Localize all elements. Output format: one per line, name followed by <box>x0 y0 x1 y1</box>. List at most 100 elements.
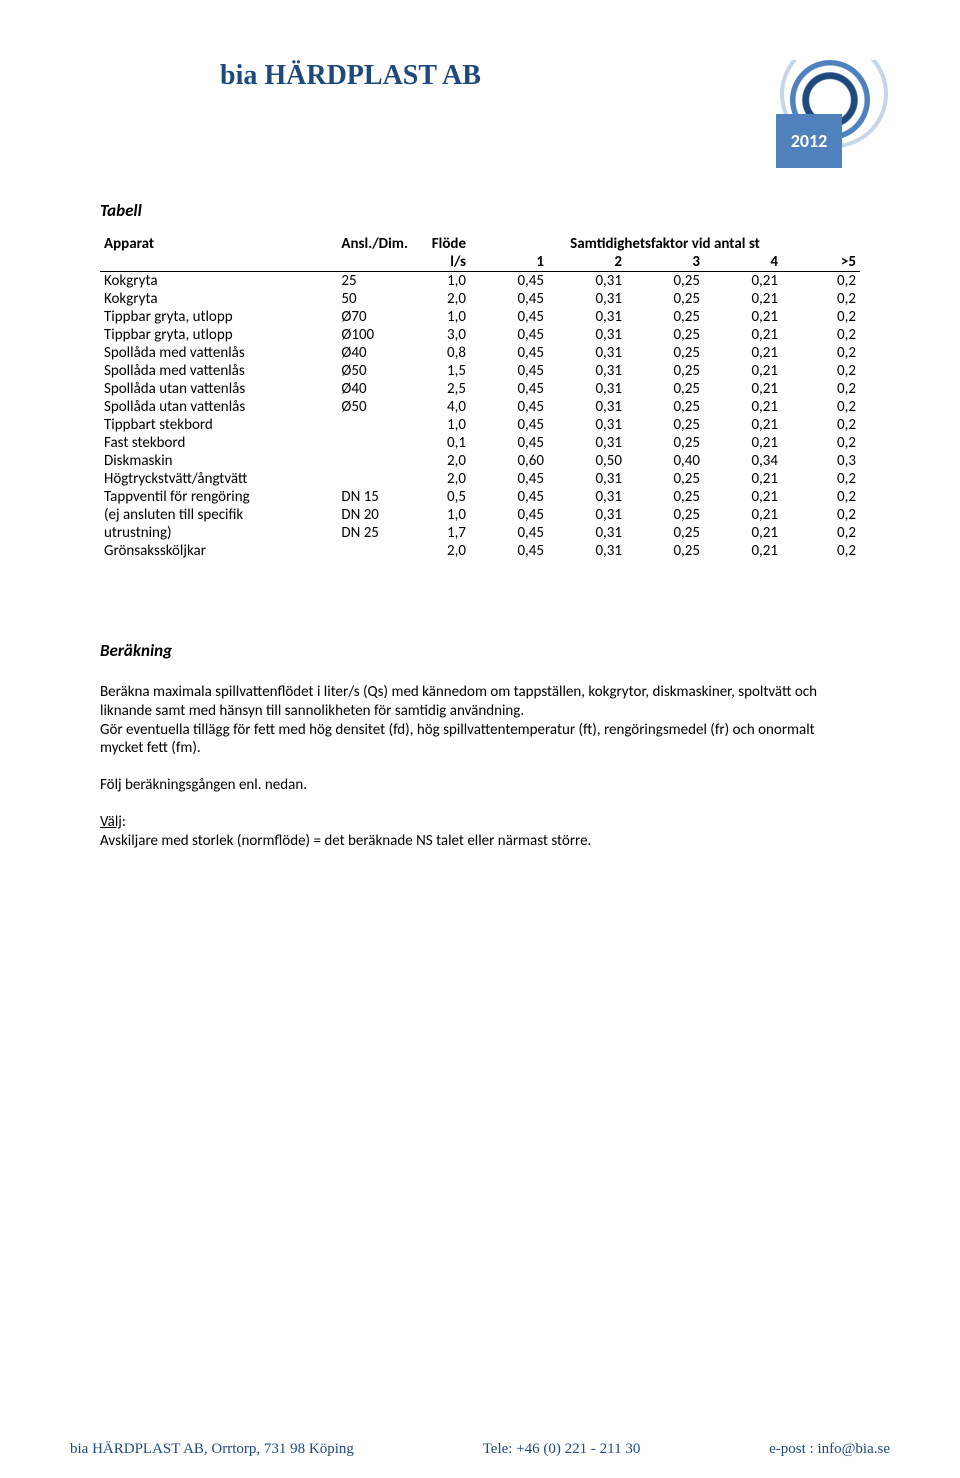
cell-factor: 0,2 <box>782 506 860 524</box>
cell-factor: 0,25 <box>626 362 704 380</box>
cell-factor: 0,45 <box>470 362 548 380</box>
cell-flow: 2,0 <box>412 542 470 560</box>
cell-factor: 0,40 <box>626 452 704 470</box>
cell-apparat: Grönsakssköljkar <box>100 542 337 560</box>
cell-factor: 0,31 <box>548 272 626 291</box>
cell-factor: 0,45 <box>470 326 548 344</box>
cell-flow: 2,0 <box>412 470 470 488</box>
table-head-row-1: Apparat Ansl./Dim. Flöde Samtidighetsfak… <box>100 235 860 253</box>
cell-factor: 0,25 <box>626 524 704 542</box>
cell-flow: 0,1 <box>412 434 470 452</box>
table-row: (ej ansluten till specifikDN 201,00,450,… <box>100 506 860 524</box>
cell-dim: Ø40 <box>337 344 412 362</box>
col-flow: Flöde <box>412 235 470 253</box>
cell-factor: 0,21 <box>704 542 782 560</box>
cell-dim: Ø100 <box>337 326 412 344</box>
cell-factor: 0,25 <box>626 344 704 362</box>
cell-factor: 0,2 <box>782 326 860 344</box>
cell-factor: 0,21 <box>704 470 782 488</box>
cell-factor: 0,25 <box>626 488 704 506</box>
cell-factor: 0,31 <box>548 506 626 524</box>
cell-factor: 0,45 <box>470 398 548 416</box>
page-header: bia HÄRDPLAST AB 2012 <box>100 60 860 170</box>
company-name: bia HÄRDPLAST AB <box>220 60 481 92</box>
cell-factor: 0,31 <box>548 434 626 452</box>
table-row: Tappventil för rengöringDN 150,50,450,31… <box>100 488 860 506</box>
table-row: utrustning)DN 251,70,450,310,250,210,2 <box>100 524 860 542</box>
cell-dim <box>337 434 412 452</box>
table-head-row-2: l/s 1 2 3 4 >5 <box>100 253 860 272</box>
cell-apparat: utrustning) <box>100 524 337 542</box>
cell-dim <box>337 416 412 434</box>
cell-flow: 2,0 <box>412 290 470 308</box>
cell-factor: 0,2 <box>782 488 860 506</box>
table-row: Tippbar gryta, utloppØ1003,00,450,310,25… <box>100 326 860 344</box>
cell-factor: 0,45 <box>470 434 548 452</box>
col-4: 4 <box>704 253 782 272</box>
cell-factor: 0,21 <box>704 416 782 434</box>
cell-factor: 0,45 <box>470 344 548 362</box>
cell-dim: DN 25 <box>337 524 412 542</box>
cell-factor: 0,31 <box>548 290 626 308</box>
table-row: Tippbart stekbord1,00,450,310,250,210,2 <box>100 416 860 434</box>
cell-factor: 0,21 <box>704 506 782 524</box>
cell-flow: 0,5 <box>412 488 470 506</box>
cell-factor: 0,25 <box>626 290 704 308</box>
cell-factor: 0,31 <box>548 344 626 362</box>
cell-factor: 0,2 <box>782 470 860 488</box>
cell-factor: 0,45 <box>470 308 548 326</box>
cell-dim: DN 20 <box>337 506 412 524</box>
cell-apparat: Tappventil för rengöring <box>100 488 337 506</box>
cell-dim <box>337 452 412 470</box>
table-row: Diskmaskin2,00,600,500,400,340,3 <box>100 452 860 470</box>
cell-apparat: Tippbart stekbord <box>100 416 337 434</box>
table-row: Kokgryta251,00,450,310,250,210,2 <box>100 272 860 291</box>
cell-factor: 0,31 <box>548 416 626 434</box>
cell-factor: 0,45 <box>470 470 548 488</box>
cell-flow: 1,0 <box>412 506 470 524</box>
cell-flow: 2,0 <box>412 452 470 470</box>
cell-apparat: Diskmaskin <box>100 452 337 470</box>
cell-factor: 0,50 <box>548 452 626 470</box>
cell-factor: 0,25 <box>626 416 704 434</box>
table-row: Tippbar gryta, utloppØ701,00,450,310,250… <box>100 308 860 326</box>
cell-factor: 0,2 <box>782 542 860 560</box>
col-dim: Ansl./Dim. <box>337 235 412 253</box>
cell-dim: 25 <box>337 272 412 291</box>
cell-apparat: Spollåda med vattenlås <box>100 362 337 380</box>
year-badge: 2012 <box>770 60 860 170</box>
cell-factor: 0,21 <box>704 308 782 326</box>
cell-factor: 0,45 <box>470 524 548 542</box>
cell-dim: Ø50 <box>337 398 412 416</box>
cell-factor: 0,60 <box>470 452 548 470</box>
table-row: Spollåda med vattenlåsØ400,80,450,310,25… <box>100 344 860 362</box>
table-row: Fast stekbord0,10,450,310,250,210,2 <box>100 434 860 452</box>
col-apparat: Apparat <box>100 235 337 253</box>
cell-factor: 0,31 <box>548 398 626 416</box>
table-row: Spollåda med vattenlåsØ501,50,450,310,25… <box>100 362 860 380</box>
cell-apparat: Högtryckstvätt/ångtvätt <box>100 470 337 488</box>
cell-factor: 0,2 <box>782 380 860 398</box>
cell-apparat: Kokgryta <box>100 272 337 291</box>
calc-paragraph-3: Välj: Avskiljare med storlek (normflöde)… <box>100 813 860 851</box>
cell-factor: 0,25 <box>626 506 704 524</box>
col-3: 3 <box>626 253 704 272</box>
choose-label: Välj <box>100 813 122 831</box>
cell-apparat: (ej ansluten till specifik <box>100 506 337 524</box>
cell-factor: 0,2 <box>782 362 860 380</box>
table-row: Kokgryta502,00,450,310,250,210,2 <box>100 290 860 308</box>
calc-paragraph-1: Beräkna maximala spillvattenflödet i lit… <box>100 683 860 758</box>
cell-factor: 0,3 <box>782 452 860 470</box>
calc-section-title: Beräkning <box>100 640 860 661</box>
cell-factor: 0,31 <box>548 524 626 542</box>
col-5: >5 <box>782 253 860 272</box>
cell-apparat: Spollåda utan vattenlås <box>100 398 337 416</box>
cell-factor: 0,21 <box>704 398 782 416</box>
table-row: Spollåda utan vattenlåsØ504,00,450,310,2… <box>100 398 860 416</box>
cell-factor: 0,25 <box>626 308 704 326</box>
cell-dim <box>337 542 412 560</box>
cell-factor: 0,21 <box>704 434 782 452</box>
cell-factor: 0,25 <box>626 380 704 398</box>
cell-factor: 0,31 <box>548 542 626 560</box>
cell-factor: 0,45 <box>470 380 548 398</box>
